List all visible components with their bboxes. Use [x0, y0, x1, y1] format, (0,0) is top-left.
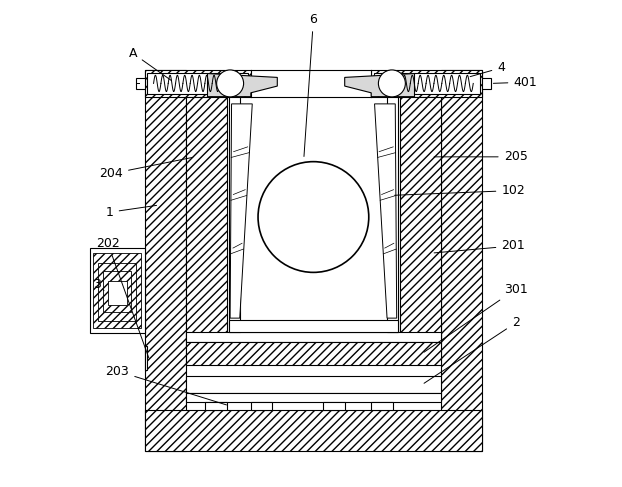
Bar: [136, 77, 145, 89]
Text: 205: 205: [434, 150, 527, 163]
Polygon shape: [345, 74, 414, 96]
Bar: [90, 248, 145, 333]
Bar: [186, 96, 227, 342]
Bar: [371, 70, 482, 96]
Bar: [145, 346, 147, 370]
Text: 204: 204: [100, 157, 193, 180]
Bar: [229, 96, 239, 332]
Text: 102: 102: [394, 184, 525, 197]
Bar: [441, 70, 482, 450]
Bar: [205, 402, 227, 410]
Bar: [103, 271, 131, 312]
Polygon shape: [230, 104, 253, 318]
Bar: [186, 332, 441, 342]
Bar: [229, 319, 397, 332]
Bar: [145, 70, 186, 450]
Text: 2: 2: [424, 317, 519, 383]
Bar: [98, 263, 136, 320]
Circle shape: [216, 70, 244, 97]
Bar: [251, 402, 272, 410]
Bar: [145, 410, 482, 450]
Circle shape: [258, 162, 369, 272]
Bar: [482, 77, 491, 89]
Text: A: A: [129, 47, 172, 81]
Text: 1: 1: [106, 206, 157, 219]
Bar: [108, 281, 127, 305]
Bar: [93, 253, 141, 328]
Bar: [323, 402, 345, 410]
Text: 3: 3: [93, 278, 104, 291]
Text: 6: 6: [304, 13, 317, 156]
Text: 203: 203: [106, 365, 226, 405]
Bar: [387, 96, 397, 332]
Text: 202: 202: [96, 237, 149, 358]
Bar: [251, 70, 371, 96]
Polygon shape: [208, 74, 277, 96]
Text: 301: 301: [424, 283, 527, 352]
Bar: [371, 402, 393, 410]
Text: 201: 201: [434, 240, 525, 253]
Circle shape: [378, 70, 406, 97]
Bar: [186, 342, 441, 365]
Polygon shape: [374, 104, 397, 318]
Bar: [147, 73, 248, 94]
Bar: [400, 96, 441, 342]
Bar: [186, 393, 441, 402]
Bar: [374, 73, 480, 94]
Text: 401: 401: [493, 75, 537, 89]
Text: 4: 4: [470, 61, 505, 76]
Bar: [186, 376, 441, 393]
Bar: [145, 70, 251, 96]
